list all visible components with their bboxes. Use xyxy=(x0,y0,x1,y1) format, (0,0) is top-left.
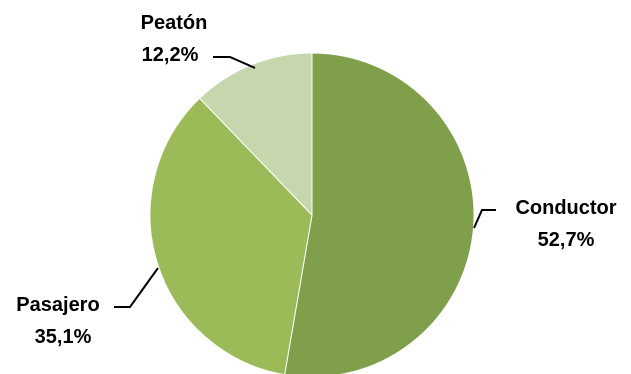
slice-label-conductor-value: 52,7% xyxy=(538,229,595,251)
leader-line-conductor xyxy=(473,209,496,229)
slice-label-pasajero-name: Pasajero xyxy=(16,294,99,316)
pie-slice-peaton xyxy=(198,52,313,217)
slice-label-peaton-value: 12,2% xyxy=(142,44,199,66)
slice-label-conductor-name: Conductor xyxy=(515,197,616,219)
leader-line-pasajero xyxy=(114,267,159,308)
pie-slice-pasajero xyxy=(149,97,313,374)
leader-line-peaton xyxy=(213,56,256,69)
pie-slice-conductor xyxy=(284,52,475,374)
leader-lines xyxy=(114,56,496,308)
pie-slices xyxy=(149,52,475,374)
slice-label-peaton-name: Peatón xyxy=(141,12,208,34)
slice-label-pasajero-value: 35,1% xyxy=(35,326,92,348)
